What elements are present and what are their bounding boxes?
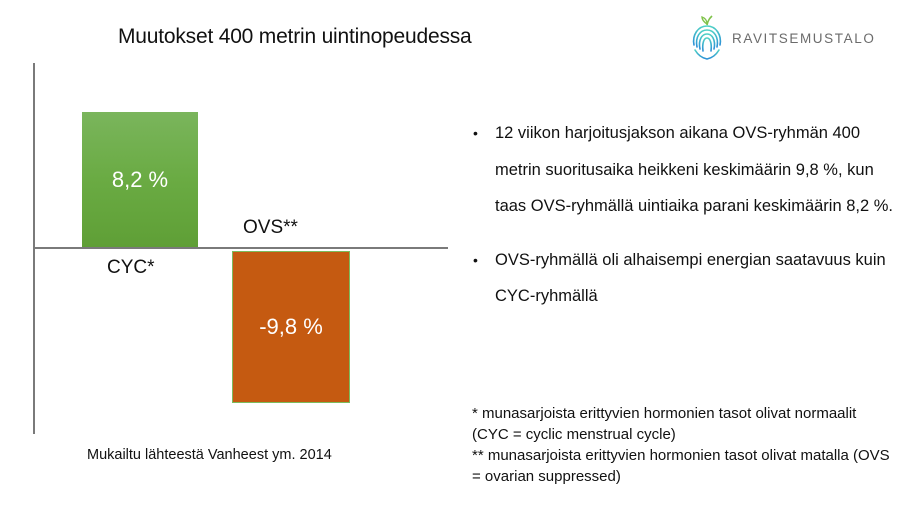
- logo: RAVITSEMUSTALO: [690, 13, 875, 63]
- bar-chart: 8,2 % -9,8 % CYC* OVS** Mukailtu lähtees…: [0, 0, 460, 470]
- footnote-ovs: ** munasarjoista erittyvien hormonien ta…: [472, 447, 890, 485]
- bullet-item: • OVS-ryhmällä oli alhaisempi energian s…: [473, 242, 893, 315]
- bar-ovs: -9,8 %: [232, 251, 350, 403]
- slide-title: Muutokset 400 metrin uintinopeudessa: [118, 25, 472, 48]
- bar-ovs-label: -9,8 %: [259, 314, 323, 339]
- x-axis: [33, 247, 448, 249]
- category-label-ovs: OVS**: [243, 217, 298, 238]
- bullet-item: • 12 viikon harjoitusjakson aikana OVS-r…: [473, 115, 893, 225]
- bullet-text: OVS-ryhmällä oli alhaisempi energian saa…: [495, 250, 886, 306]
- logo-text: RAVITSEMUSTALO: [732, 30, 876, 46]
- chart-source: Mukailtu lähteestä Vanheest ym. 2014: [87, 447, 332, 463]
- footnotes: * munasarjoista erittyvien hormonien tas…: [472, 403, 897, 487]
- bullet-text: 12 viikon harjoitusjakson aikana OVS-ryh…: [495, 124, 894, 215]
- bullet-icon: •: [473, 251, 478, 268]
- bar-cyc: 8,2 %: [82, 112, 198, 247]
- bullet-icon: •: [473, 125, 478, 141]
- footnote-cyc: * munasarjoista erittyvien hormonien tas…: [472, 405, 857, 443]
- bullet-list: • 12 viikon harjoitusjakson aikana OVS-r…: [473, 115, 893, 332]
- bar-cyc-label: 8,2 %: [111, 166, 169, 192]
- category-label-cyc: CYC*: [107, 257, 155, 278]
- fingerprint-apple-icon: [690, 15, 724, 61]
